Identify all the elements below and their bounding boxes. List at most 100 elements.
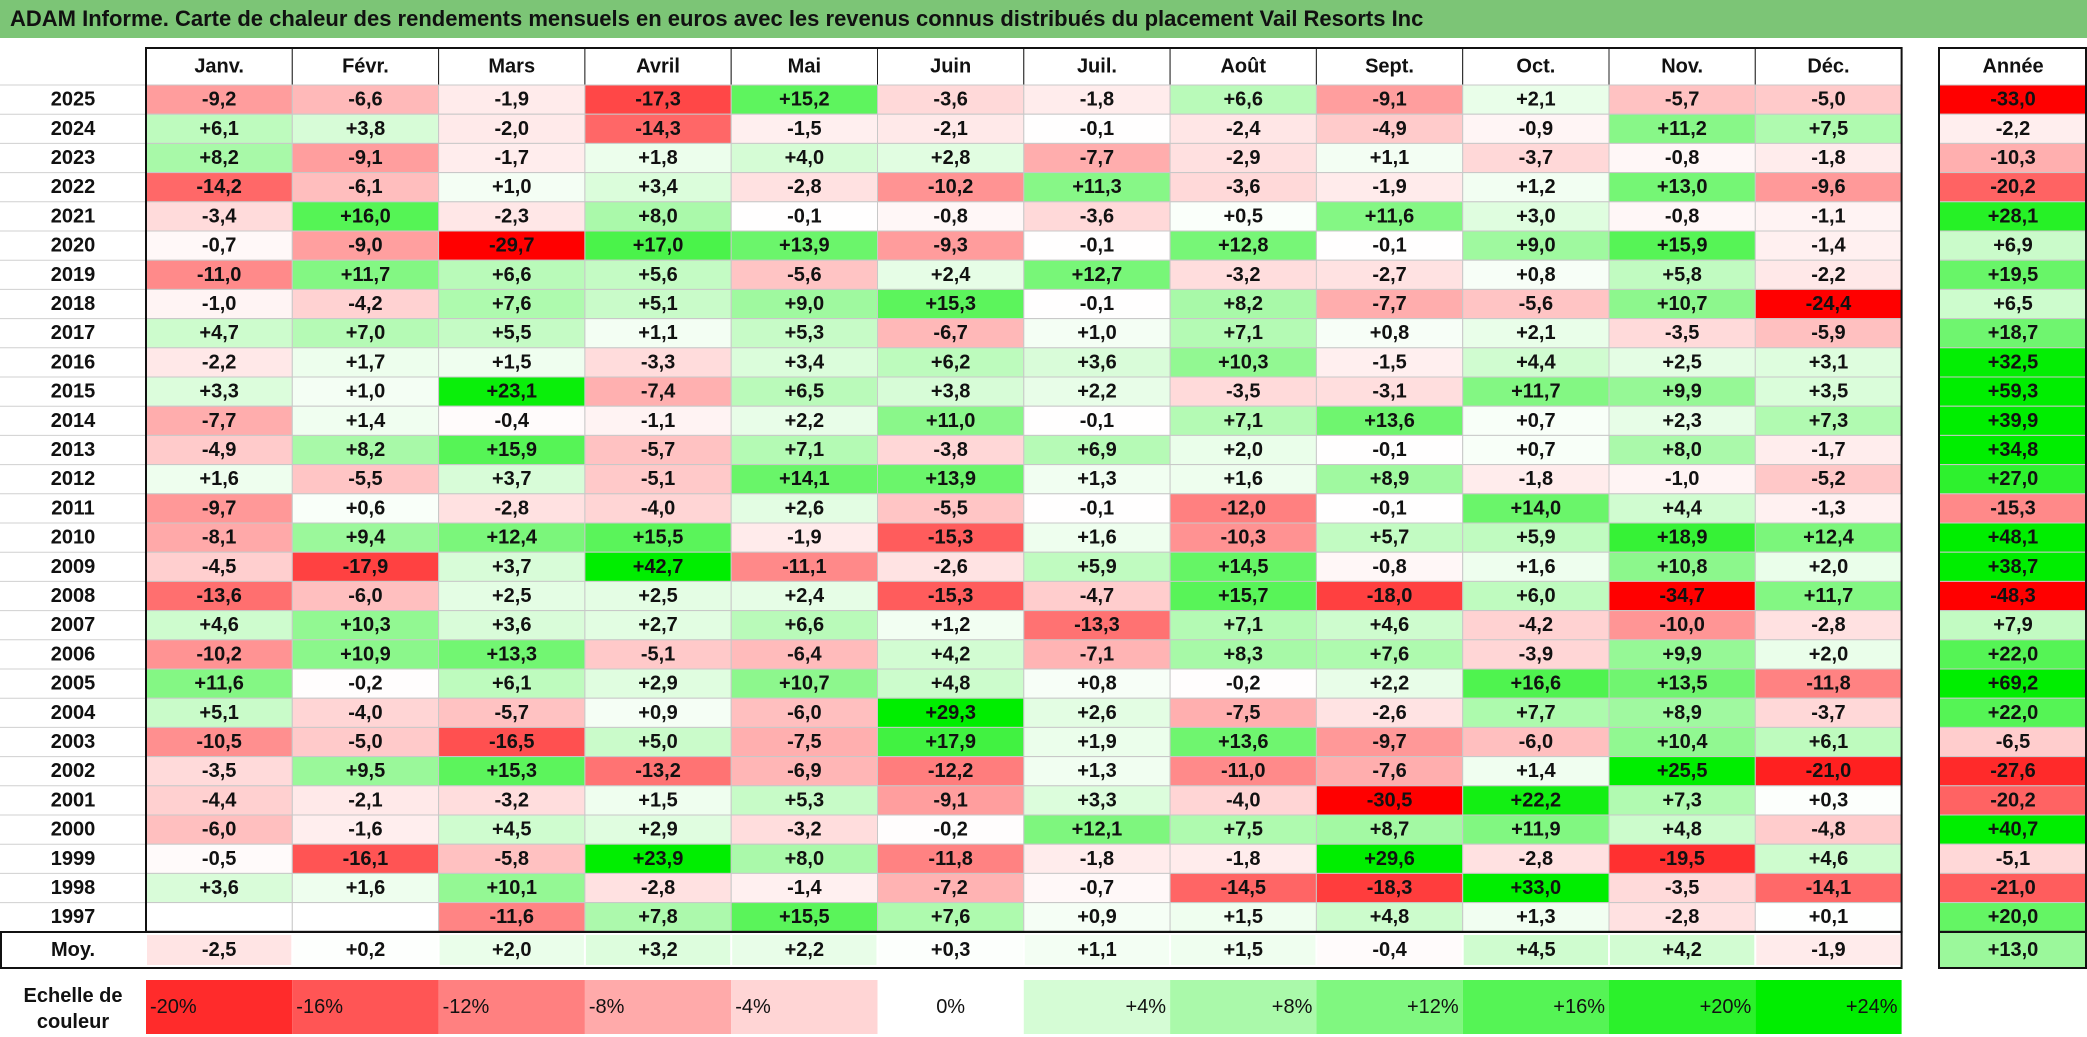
- heatmap-cell: [1608, 201, 1756, 232]
- heatmap-cell: [730, 405, 879, 436]
- cell-value: -13,2: [635, 760, 681, 782]
- month-header: Févr.: [342, 56, 389, 78]
- average-value: +4,5: [1516, 939, 1555, 961]
- cell-value: -0,2: [348, 673, 382, 695]
- heatmap-cell: [1608, 610, 1756, 641]
- cell-value: +10,9: [340, 643, 391, 665]
- cell-value: +5,1: [199, 702, 238, 724]
- cell-value: +5,9: [1516, 527, 1555, 549]
- cell-value: +2,2: [1077, 381, 1116, 403]
- cell-value: +3,6: [492, 614, 531, 636]
- annual-value: -21,0: [1990, 877, 2036, 899]
- cell-value: +7,5: [1809, 118, 1848, 140]
- heatmap-cell: [1608, 522, 1756, 553]
- cell-value: +1,6: [1224, 468, 1263, 490]
- scale-step-label: +4%: [1126, 996, 1167, 1018]
- heatmap-cell: [1462, 697, 1610, 728]
- cell-value: +1,1: [1370, 147, 1409, 169]
- cell-value: -5,9: [1811, 322, 1845, 344]
- heatmap-cell: [1608, 318, 1756, 349]
- heatmap-cell: [1754, 522, 1903, 553]
- cell-value: +15,2: [779, 89, 830, 111]
- heatmap-cell: [291, 872, 440, 904]
- cell-value: -7,1: [1080, 643, 1114, 665]
- row-year-label: 2006: [51, 643, 96, 665]
- cell-value: +11,6: [1365, 205, 1415, 227]
- heatmap-cell: [1315, 580, 1464, 612]
- cell-value: +13,0: [1657, 176, 1708, 198]
- row-year-label: 2024: [51, 118, 96, 140]
- heatmap-cell: [1023, 434, 1171, 466]
- heatmap-cell: [1754, 697, 1903, 728]
- heatmap-cell: [1754, 434, 1903, 466]
- cell-value: +11,2: [1657, 118, 1707, 140]
- scale-step-label: +16%: [1553, 996, 1605, 1018]
- cell-value: -0,2: [933, 819, 967, 841]
- cell-value: -3,2: [495, 789, 529, 811]
- heatmap-cell: [1169, 668, 1317, 699]
- cell-value: +2,2: [785, 410, 824, 432]
- heatmap-cell: [1169, 872, 1317, 904]
- heatmap-cell: [1462, 142, 1610, 174]
- annual-value: +39,9: [1988, 410, 2039, 432]
- cell-value: -0,1: [787, 205, 821, 227]
- heatmap-cell: [584, 580, 732, 612]
- annual-value: +18,7: [1988, 322, 2039, 344]
- heatmap-cell: [877, 610, 1025, 641]
- heatmap-cell: [730, 259, 879, 290]
- annual-value: +22,0: [1988, 702, 2039, 724]
- cell-value: +7,8: [638, 906, 677, 928]
- cell-value: -7,4: [641, 381, 676, 403]
- cell-value: +7,3: [1809, 410, 1848, 432]
- cell-value: -9,7: [202, 497, 236, 519]
- cell-value: -1,4: [1811, 235, 1846, 257]
- heatmap-cell: [291, 172, 440, 203]
- heatmap-cell: [730, 347, 879, 378]
- cell-value: +0,8: [1077, 673, 1116, 695]
- annual-value: -48,3: [1990, 585, 2036, 607]
- cell-value: -6,6: [348, 89, 382, 111]
- scale-step-label: -4%: [735, 996, 771, 1018]
- heatmap-cell: [1754, 843, 1903, 874]
- cell-value: -1,6: [348, 819, 382, 841]
- cell-value: -0,9: [1519, 118, 1553, 140]
- cell-value: +2,8: [931, 147, 970, 169]
- cell-value: -3,6: [933, 89, 967, 111]
- cell-value: -5,1: [641, 643, 675, 665]
- cell-value: +9,9: [1662, 381, 1701, 403]
- cell-value: +2,6: [1077, 702, 1116, 724]
- average-cell: [1610, 935, 1755, 965]
- heatmap-cell: [438, 639, 586, 670]
- cell-value: +15,5: [633, 527, 684, 549]
- heatmap-cell: [877, 697, 1025, 728]
- heatmap-cell: [1315, 318, 1464, 349]
- cell-value: +8,0: [638, 205, 677, 227]
- cell-value: -24,4: [1806, 293, 1852, 315]
- heatmap-cell: [1023, 639, 1171, 670]
- cell-value: -5,0: [1811, 89, 1845, 111]
- heatmap-cell: [877, 259, 1025, 290]
- annual-value: +28,1: [1988, 205, 2039, 227]
- cell-value: -9,2: [202, 89, 236, 111]
- heatmap-cell: [1754, 113, 1903, 144]
- cell-value: -1,0: [1665, 468, 1699, 490]
- cell-value: -10,5: [196, 731, 242, 753]
- cell-value: +6,6: [1224, 89, 1263, 111]
- heatmap-cell: [291, 580, 440, 612]
- cell-value: -6,0: [348, 585, 382, 607]
- heatmap-cell: [438, 347, 586, 378]
- cell-value: +6,1: [1809, 731, 1848, 753]
- cell-value: -18,3: [1367, 877, 1413, 899]
- cell-value: +8,0: [1662, 439, 1701, 461]
- cell-value: +15,5: [779, 906, 830, 928]
- cell-value: -3,5: [1226, 381, 1260, 403]
- cell-value: -10,3: [1220, 527, 1266, 549]
- annual-value: +19,5: [1988, 264, 2039, 286]
- heatmap-cell: [730, 376, 879, 407]
- cell-value: -0,7: [1080, 877, 1114, 899]
- cell-value: -11,1: [782, 556, 826, 578]
- cell-value: -11,0: [197, 264, 241, 286]
- month-header-cell: [1023, 47, 1171, 86]
- cell-value: -1,8: [1519, 468, 1553, 490]
- cell-value: -6,0: [202, 819, 236, 841]
